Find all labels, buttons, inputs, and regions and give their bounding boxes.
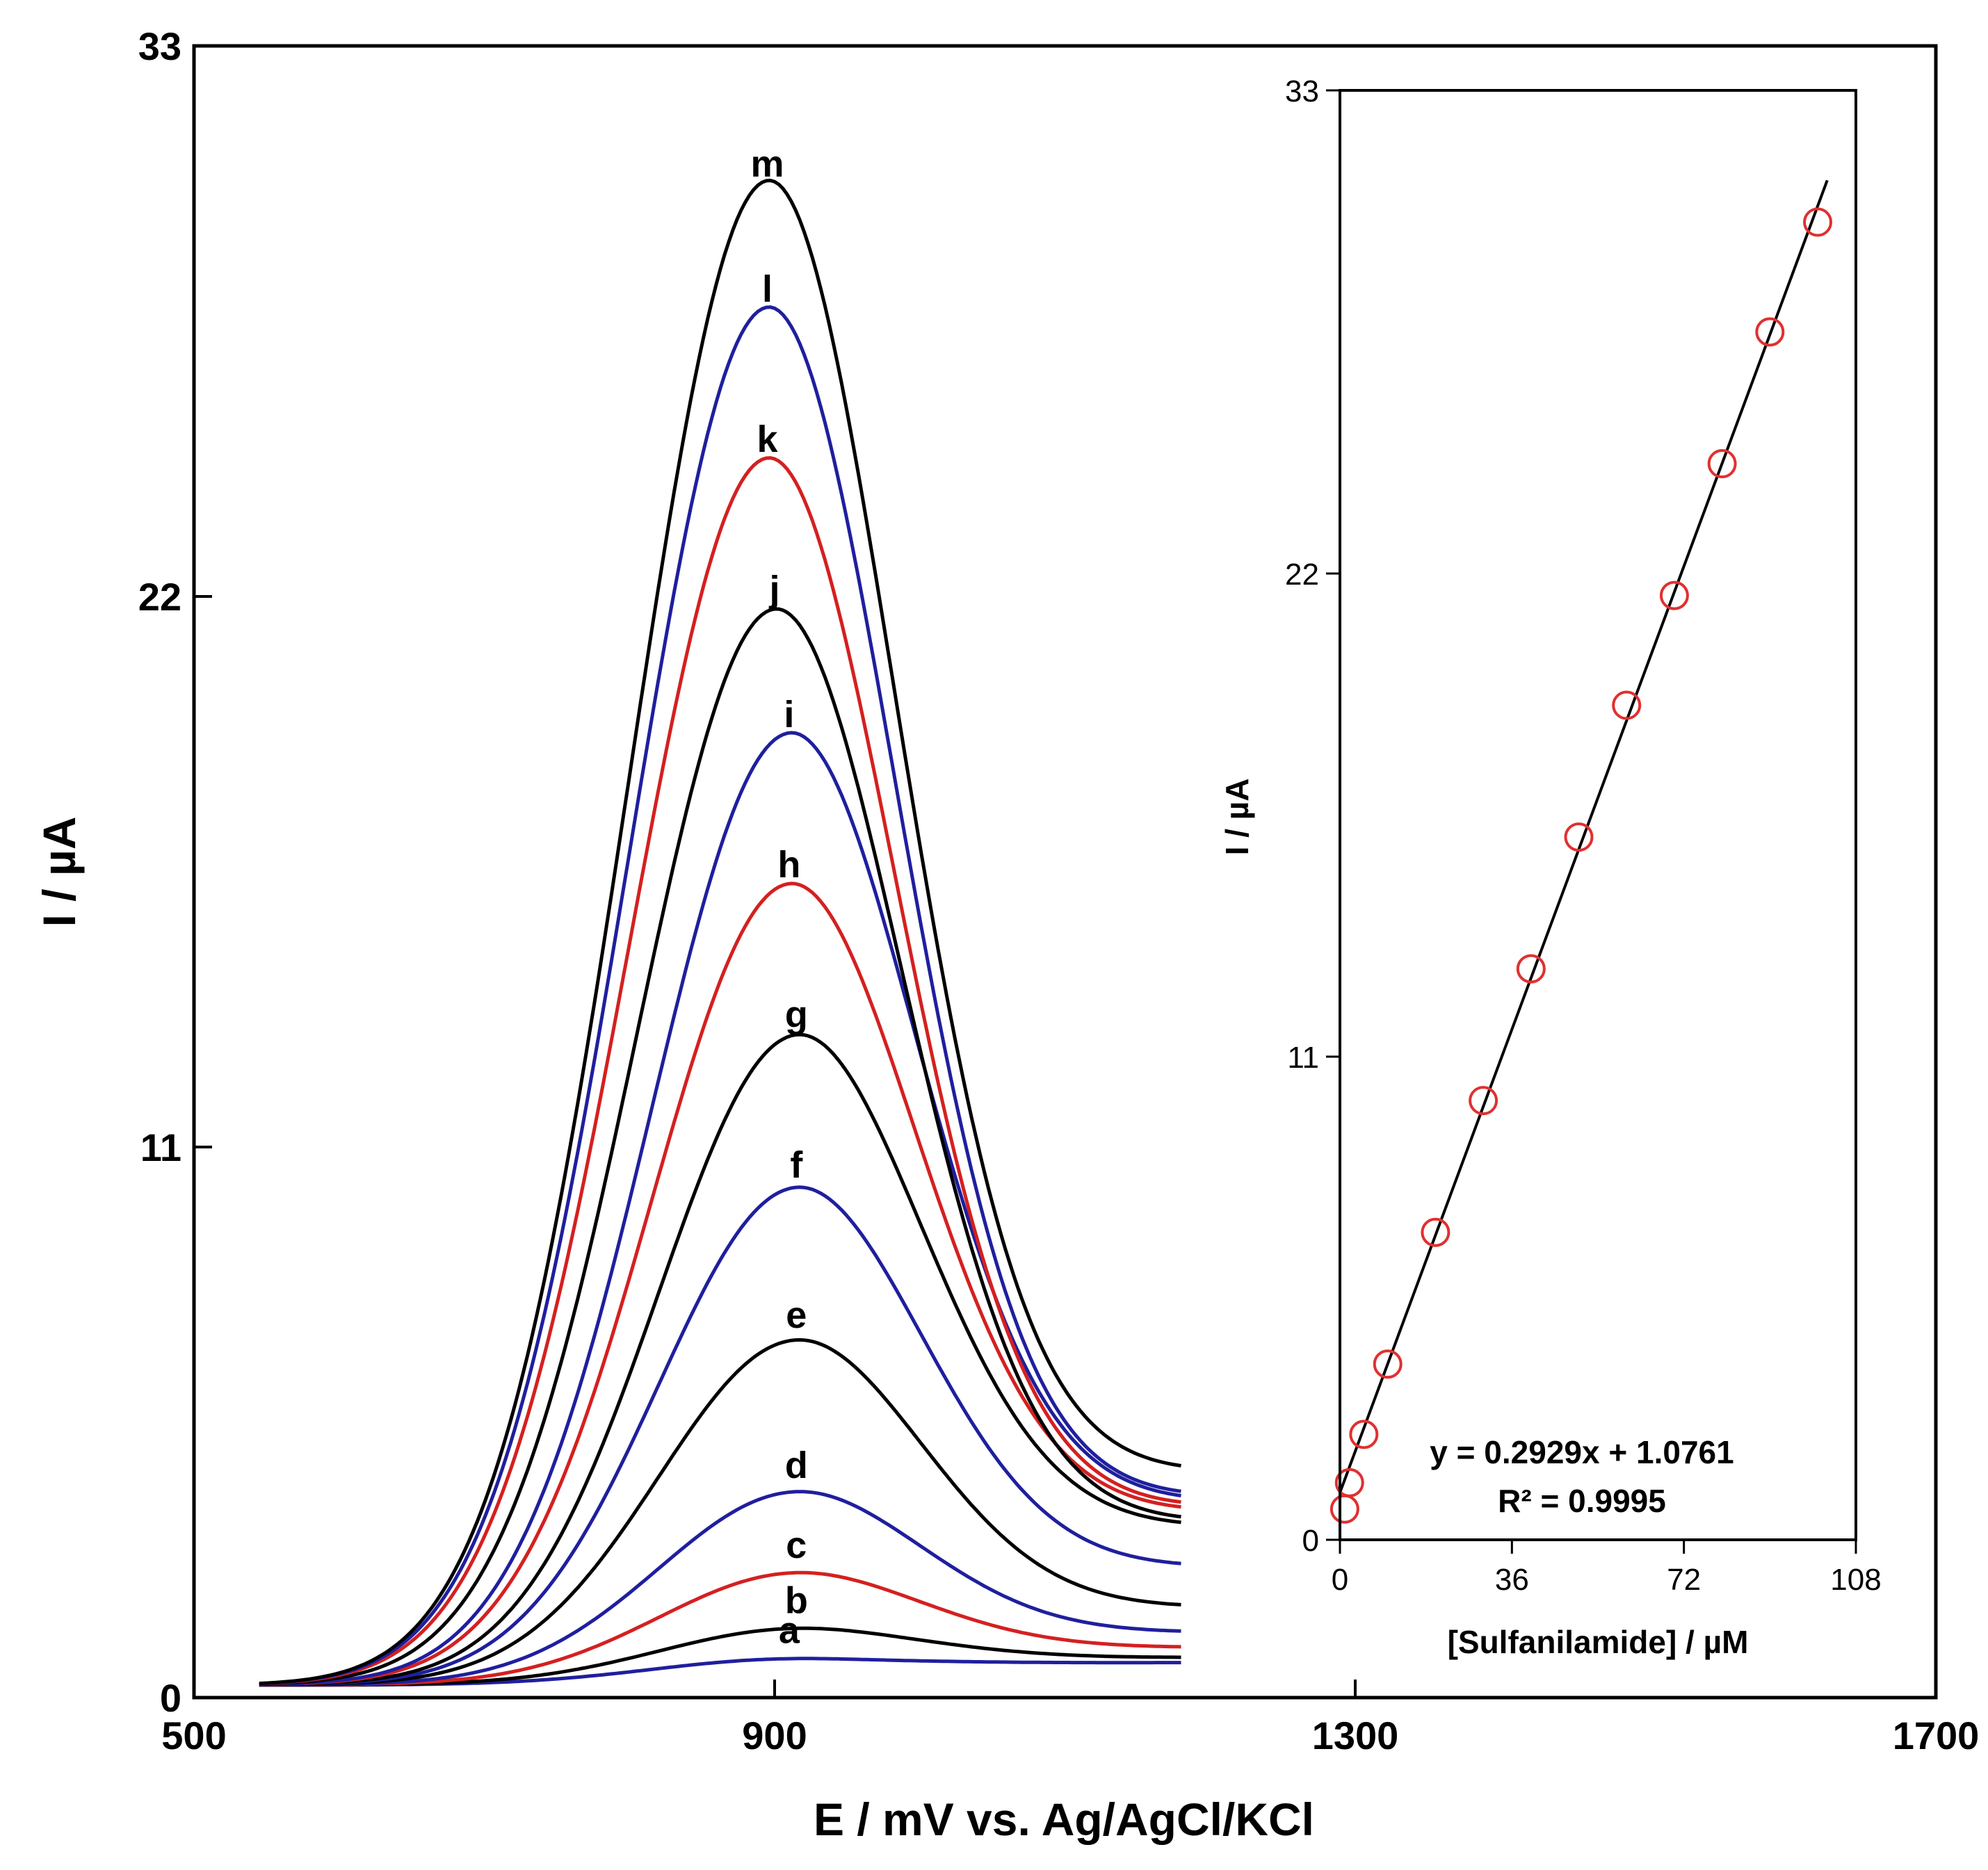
curve-label-f: f [790,1144,803,1186]
curve-label-a: a [779,1610,800,1652]
curve-label-b: b [785,1579,808,1621]
curve-label-h: h [777,844,800,886]
inset-x-axis-title: [Sulfanilamide] / µM [1448,1624,1749,1660]
main-x-tick-label: 500 [161,1714,226,1757]
inset-axis-ticks: 0 36 72 108 0 11 22 33 [1285,74,1882,1597]
curve-h [259,881,1181,1686]
curve-label-d: d [785,1445,808,1486]
curve-j [259,607,1181,1686]
curve-label-i: i [784,694,794,735]
main-y-tick-label: 11 [140,1125,181,1169]
inset-x-tick-label: 36 [1495,1563,1529,1597]
data-point [1516,954,1546,984]
inset-y-tick-label: 22 [1285,558,1319,592]
curve-i [259,731,1181,1686]
main-plot-frame [192,44,1938,1700]
data-point [1373,1349,1403,1379]
data-point [1707,449,1737,479]
curve-label-j: j [768,569,779,610]
curve-l [259,305,1181,1686]
inset-y-axis-title: I / µA [1219,779,1255,856]
data-point [1803,207,1833,237]
curve-e [259,1338,1181,1687]
inset-data-points [1330,207,1833,1524]
inset-x-tick-label: 108 [1830,1563,1881,1597]
inset-x-tick-label: 72 [1667,1563,1701,1597]
curve-f [259,1185,1181,1687]
data-point [1755,317,1785,347]
fit-r-squared-label: R² = 0.9995 [1498,1483,1666,1519]
inset-y-tick-label: 0 [1302,1524,1319,1558]
main-x-tick-label: 900 [742,1714,807,1757]
inset-fit-line [1339,179,1829,1493]
data-point [1564,822,1594,852]
curve-label-e: e [786,1294,807,1336]
fit-equation-label: y = 0.2929x + 1.0761 [1430,1434,1734,1470]
curve-g [259,1032,1181,1686]
curve-label-g: g [785,994,808,1036]
curve-m [259,179,1181,1686]
data-point [1659,580,1689,610]
curve-label-c: c [786,1525,807,1566]
fit-line [1339,179,1829,1493]
main-x-tick-label: 1300 [1312,1714,1399,1757]
curve-label-m: m [751,143,784,185]
main-curves [259,179,1181,1687]
curve-label-l: l [762,268,773,310]
main-y-tick-label: 22 [138,575,181,619]
main-y-axis-title: I / µA [33,816,85,927]
curve-label-k: k [757,418,779,460]
data-point [1349,1420,1379,1449]
inset-x-tick-label: 0 [1332,1563,1348,1597]
main-x-tick-label: 1700 [1893,1714,1980,1757]
data-point [1612,690,1642,720]
main-y-tick-label: 33 [138,24,181,68]
data-point [1469,1086,1498,1116]
inset-y-tick-label: 33 [1285,74,1319,108]
data-point [1421,1217,1450,1247]
inset-y-tick-label: 11 [1287,1041,1319,1075]
data-point [1334,1467,1364,1497]
curve-k [259,456,1181,1686]
main-x-axis-title: E / mV vs. Ag/AgCl/KCl [814,1794,1314,1845]
main-y-tick-label: 0 [160,1676,181,1720]
inset-plot: 0 36 72 108 0 11 22 33 [Sulfanilamide] / µM I /… [1219,74,1882,1660]
main-axis-ticks: 500 900 1300 1700 0 11 22 33 [138,24,1980,1757]
inset-plot-frame [1339,89,1857,1541]
curve-d [259,1490,1181,1687]
